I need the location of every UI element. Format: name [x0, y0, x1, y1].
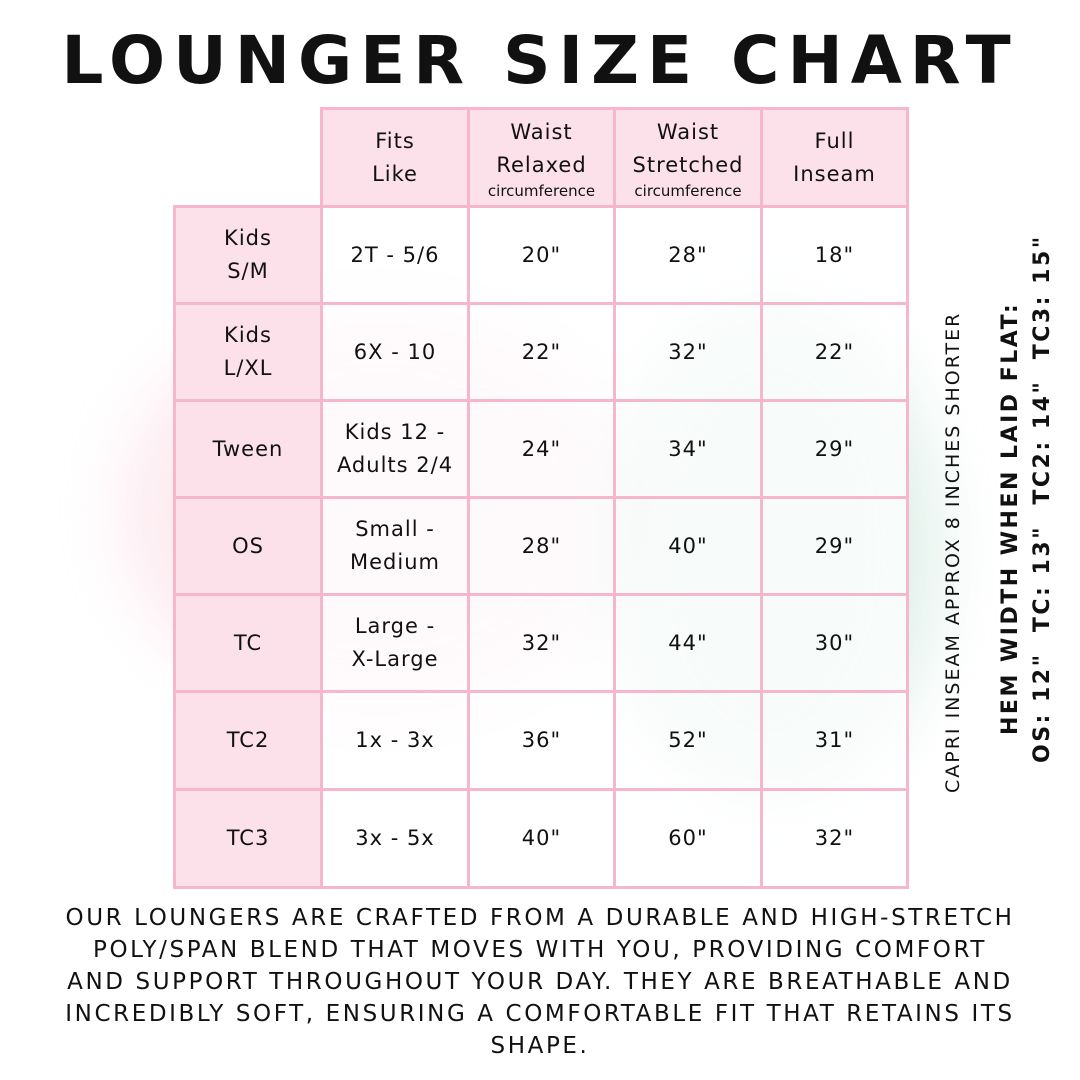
- table-cell-stretched-text: 34": [668, 436, 708, 461]
- table-cell-fits-text: 2T - 5/6: [350, 242, 440, 267]
- table-cell-inseam: 30": [760, 593, 909, 693]
- table-cell-fits-text: Small - Medium: [350, 517, 440, 574]
- row-header-size: OS: [173, 496, 323, 596]
- row-header-size: Tween: [173, 399, 323, 499]
- table-cell-inseam-text: 30": [814, 630, 855, 655]
- column-header-text: Fits Like: [372, 128, 418, 186]
- table-cell-inseam: 31": [760, 690, 909, 791]
- row-header-size-text: TC2: [226, 728, 270, 752]
- table-cell-fits: Large - X-Large: [320, 593, 470, 693]
- table-cell-fits: Kids 12 - Adults 2/4: [320, 399, 470, 499]
- table-cell-relaxed-text: 32": [521, 630, 562, 655]
- table-cell-stretched: 40": [613, 496, 763, 596]
- table-cell-stretched: 44": [613, 593, 763, 693]
- table-cell-relaxed-text: 40": [521, 826, 562, 850]
- table-cell-inseam-text: 22": [814, 339, 855, 364]
- table-cell-fits: Small - Medium: [320, 496, 470, 596]
- table-cell-stretched-text: 40": [668, 533, 708, 558]
- row-header-size: TC2: [173, 690, 323, 791]
- table-cell-fits: 2T - 5/6: [320, 205, 470, 305]
- table-cell-stretched: 28": [613, 205, 763, 305]
- row-header-size-text: Kids L/XL: [223, 323, 273, 380]
- table-cell-relaxed: 22": [467, 302, 616, 402]
- hem-width-title: HEM WIDTH WHEN LAID FLAT:: [998, 301, 1023, 735]
- row-header-size-text: TC3: [226, 826, 270, 850]
- header-subtitle: circumference: [487, 181, 596, 200]
- table-cell-relaxed-text: 24": [521, 436, 562, 461]
- table-cell-relaxed-text: 28": [521, 533, 562, 558]
- product-description: Our loungers are crafted from a durable …: [65, 905, 1015, 1059]
- table-cell-fits-text: 1x - 3x: [355, 728, 435, 752]
- table-cell-relaxed: 20": [467, 205, 616, 305]
- table-cell-inseam: 29": [760, 496, 909, 596]
- table-cell-stretched-text: 28": [668, 242, 708, 267]
- table-cell-inseam: 18": [760, 205, 909, 305]
- table-cell-stretched: 34": [613, 399, 763, 499]
- table-cell-inseam: 32": [760, 788, 909, 889]
- row-header-size: Kids L/XL: [173, 302, 323, 402]
- table-cell-inseam-text: 32": [814, 826, 855, 850]
- column-header: Fits Like: [320, 107, 470, 208]
- table-cell-stretched-text: 52": [668, 728, 708, 752]
- table-cell-relaxed: 28": [467, 496, 616, 596]
- column-header: Waist Stretched circumference: [613, 107, 763, 208]
- table-cell-inseam-text: 31": [814, 728, 855, 752]
- table-cell-inseam-text: 29": [814, 533, 855, 558]
- table-cell-inseam-text: 29": [814, 436, 855, 461]
- column-header-text: Waist Relaxed: [496, 119, 587, 177]
- column-header-text: Full Inseam: [793, 128, 876, 186]
- size-chart-table: Fits Like Waist Relaxed circumference Waist…: [173, 107, 909, 889]
- row-header-size-text: OS: [232, 533, 264, 558]
- row-header-size: TC: [173, 593, 323, 693]
- column-header: Full Inseam: [760, 107, 909, 208]
- table-cell-relaxed: 24": [467, 399, 616, 499]
- column-header: Waist Relaxed circumference: [467, 107, 616, 208]
- table-cell-stretched: 32": [613, 302, 763, 402]
- table-cell-fits-text: Kids 12 - Adults 2/4: [336, 420, 454, 477]
- table-cell-fits-text: Large - X-Large: [351, 614, 439, 671]
- table-cell-inseam: 22": [760, 302, 909, 402]
- table-cell-stretched-text: 44": [668, 630, 708, 655]
- table-cell-stretched-text: 60": [668, 826, 708, 850]
- table-cell-inseam-text: 18": [814, 242, 855, 267]
- table-cell-relaxed: 32": [467, 593, 616, 693]
- table-cell-fits-text: 6X - 10: [353, 339, 437, 364]
- table-cell-stretched: 60": [613, 788, 763, 889]
- capri-note: CAPRI INSEAM APPROX 8 INCHES SHORTER: [942, 311, 964, 793]
- table-cell-relaxed-text: 20": [521, 242, 562, 267]
- table-cell-stretched: 52": [613, 690, 763, 791]
- row-header-size-text: Tween: [212, 436, 284, 461]
- table-cell-stretched-text: 32": [668, 339, 708, 364]
- page-title: LOUNGER SIZE CHART: [61, 22, 1019, 99]
- row-header-size: Kids S/M: [173, 205, 323, 305]
- row-header-size: TC3: [173, 788, 323, 889]
- table-cell-inseam: 29": [760, 399, 909, 499]
- table-cell-fits: 1x - 3x: [320, 690, 470, 791]
- table-cell-relaxed: 36": [467, 690, 616, 791]
- table-cell-relaxed-text: 36": [521, 728, 562, 752]
- row-header-size-text: Kids S/M: [224, 226, 272, 283]
- row-header-size-text: TC: [233, 630, 263, 655]
- hem-width-values: OS: 12" TC: 13" TC2: 14" TC3: 15": [1030, 234, 1055, 763]
- table-cell-fits: 6X - 10: [320, 302, 470, 402]
- table-cell-fits-text: 3x - 5x: [355, 826, 435, 850]
- table-cell-fits: 3x - 5x: [320, 788, 470, 889]
- table-cell-relaxed: 40": [467, 788, 616, 889]
- column-header-text: Waist Stretched: [632, 119, 744, 177]
- table-cell-relaxed-text: 22": [521, 339, 562, 364]
- header-subtitle: circumference: [634, 181, 742, 200]
